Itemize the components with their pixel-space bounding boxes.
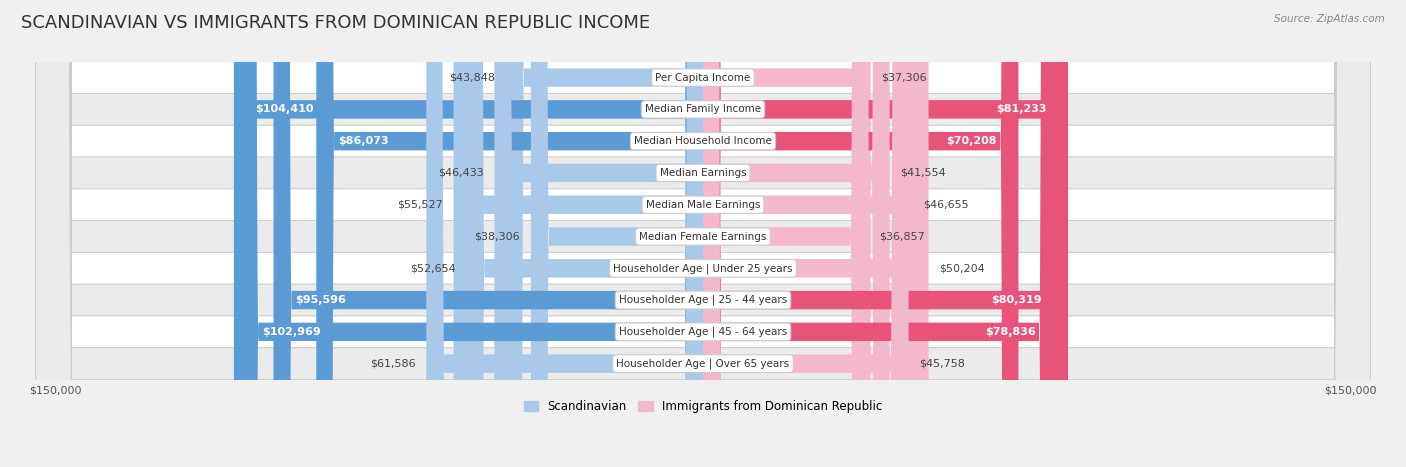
FancyBboxPatch shape [467, 0, 703, 467]
Text: $61,586: $61,586 [370, 359, 416, 368]
Text: $150,000: $150,000 [1324, 385, 1376, 395]
FancyBboxPatch shape [316, 0, 703, 467]
Text: $37,306: $37,306 [882, 72, 927, 83]
FancyBboxPatch shape [426, 0, 703, 467]
Text: Householder Age | 45 - 64 years: Householder Age | 45 - 64 years [619, 326, 787, 337]
Text: $52,654: $52,654 [411, 263, 456, 273]
FancyBboxPatch shape [495, 0, 703, 467]
FancyBboxPatch shape [274, 0, 703, 467]
Text: Householder Age | 25 - 44 years: Householder Age | 25 - 44 years [619, 295, 787, 305]
FancyBboxPatch shape [703, 0, 1018, 467]
FancyBboxPatch shape [703, 0, 890, 467]
Text: $50,204: $50,204 [939, 263, 986, 273]
FancyBboxPatch shape [35, 0, 1371, 467]
Text: Householder Age | Over 65 years: Householder Age | Over 65 years [616, 358, 790, 369]
Text: $80,319: $80,319 [991, 295, 1042, 305]
FancyBboxPatch shape [35, 0, 1371, 467]
Text: Median Male Earnings: Median Male Earnings [645, 200, 761, 210]
Text: $55,527: $55,527 [396, 200, 443, 210]
FancyBboxPatch shape [454, 0, 703, 467]
Text: $70,208: $70,208 [946, 136, 997, 146]
Text: $46,655: $46,655 [924, 200, 969, 210]
FancyBboxPatch shape [35, 0, 1371, 467]
FancyBboxPatch shape [703, 0, 869, 467]
FancyBboxPatch shape [703, 0, 1057, 467]
FancyBboxPatch shape [703, 0, 870, 467]
FancyBboxPatch shape [703, 0, 912, 467]
Text: $38,306: $38,306 [474, 232, 520, 241]
Text: $150,000: $150,000 [30, 385, 82, 395]
FancyBboxPatch shape [233, 0, 703, 467]
Text: Householder Age | Under 25 years: Householder Age | Under 25 years [613, 263, 793, 274]
Text: $45,758: $45,758 [920, 359, 966, 368]
FancyBboxPatch shape [703, 0, 1064, 467]
Text: $78,836: $78,836 [984, 327, 1036, 337]
Text: Median Family Income: Median Family Income [645, 105, 761, 114]
FancyBboxPatch shape [35, 0, 1371, 467]
FancyBboxPatch shape [35, 0, 1371, 467]
FancyBboxPatch shape [703, 0, 928, 467]
FancyBboxPatch shape [35, 0, 1371, 467]
Text: $104,410: $104,410 [256, 105, 314, 114]
Text: $102,969: $102,969 [262, 327, 321, 337]
Text: $46,433: $46,433 [437, 168, 484, 178]
Text: Median Earnings: Median Earnings [659, 168, 747, 178]
Text: SCANDINAVIAN VS IMMIGRANTS FROM DOMINICAN REPUBLIC INCOME: SCANDINAVIAN VS IMMIGRANTS FROM DOMINICA… [21, 14, 650, 32]
Text: Median Household Income: Median Household Income [634, 136, 772, 146]
Text: $81,233: $81,233 [995, 105, 1046, 114]
Text: $43,848: $43,848 [449, 72, 495, 83]
FancyBboxPatch shape [703, 0, 1069, 467]
Text: $86,073: $86,073 [337, 136, 388, 146]
Text: Source: ZipAtlas.com: Source: ZipAtlas.com [1274, 14, 1385, 24]
FancyBboxPatch shape [531, 0, 703, 467]
Legend: Scandinavian, Immigrants from Dominican Republic: Scandinavian, Immigrants from Dominican … [519, 396, 887, 418]
FancyBboxPatch shape [240, 0, 703, 467]
FancyBboxPatch shape [35, 0, 1371, 467]
FancyBboxPatch shape [35, 0, 1371, 467]
Text: $36,857: $36,857 [879, 232, 925, 241]
FancyBboxPatch shape [35, 0, 1371, 467]
FancyBboxPatch shape [506, 0, 703, 467]
Text: Median Female Earnings: Median Female Earnings [640, 232, 766, 241]
Text: $41,554: $41,554 [900, 168, 946, 178]
FancyBboxPatch shape [35, 0, 1371, 467]
Text: Per Capita Income: Per Capita Income [655, 72, 751, 83]
FancyBboxPatch shape [703, 0, 908, 467]
Text: $95,596: $95,596 [295, 295, 346, 305]
